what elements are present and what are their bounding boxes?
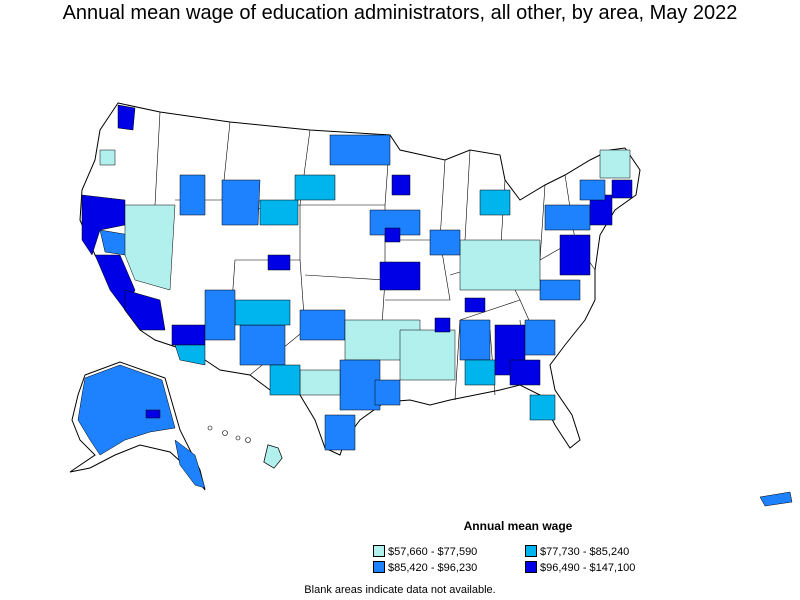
- legend-title: Annual mean wage: [463, 519, 573, 533]
- legend-item-2: $77,730 - $85,240: [525, 545, 629, 558]
- area-washington-seattle: [117, 104, 136, 131]
- area-texas-west: [299, 369, 341, 396]
- footnote: Blank areas indicate data not available.: [304, 584, 496, 596]
- area-north-dakota: [294, 174, 336, 201]
- area-puerto-rico: [759, 491, 793, 507]
- area-florida: [529, 394, 556, 421]
- area-alaska-southeast: [174, 439, 206, 489]
- area-new-mexico: [239, 324, 286, 366]
- legend-swatch-3: [373, 561, 385, 573]
- area-alaska-anchorage: [145, 409, 161, 419]
- area-iowa: [369, 209, 421, 236]
- area-oklahoma: [299, 309, 346, 341]
- map-title: Annual mean wage of education administra…: [62, 2, 738, 24]
- area-illinois: [429, 229, 461, 256]
- area-hawaii: [263, 444, 283, 469]
- area-boston: [611, 179, 633, 199]
- area-montana: [329, 134, 391, 166]
- area-mississippi: [459, 319, 491, 361]
- legend-swatch-2: [525, 545, 537, 557]
- legend-swatch-4: [525, 561, 537, 573]
- area-south-carolina: [524, 319, 556, 356]
- area-alaska: [77, 364, 176, 456]
- area-arizona-north: [204, 289, 236, 341]
- area-louisiana: [399, 329, 456, 381]
- area-california-south: [124, 289, 166, 331]
- legend-item-1: $57,660 - $77,590: [373, 545, 477, 558]
- legend-swatch-1: [373, 545, 385, 557]
- area-ohio-valley: [459, 239, 541, 291]
- wage-areas: [77, 104, 793, 507]
- area-minnesota: [391, 174, 411, 196]
- area-oregon: [99, 149, 116, 166]
- area-new-england-north: [599, 149, 631, 179]
- area-texas-houston: [374, 379, 401, 406]
- area-colorado: [259, 199, 299, 226]
- area-michigan: [479, 189, 511, 216]
- area-arizona-south: [174, 344, 206, 366]
- area-memphis: [434, 317, 451, 333]
- area-colorado-denver: [267, 254, 291, 271]
- legend-item-3: $85,420 - $96,230: [373, 561, 477, 574]
- area-virginia: [559, 234, 591, 276]
- area-kansas-city: [379, 261, 421, 291]
- area-texas-central: [339, 359, 381, 411]
- area-north-carolina: [539, 279, 581, 301]
- legend-item-4: $96,490 - $147,100: [525, 561, 635, 574]
- area-wyoming: [221, 179, 261, 226]
- area-upstate-ny: [579, 179, 606, 201]
- area-texas-south: [324, 414, 356, 451]
- area-idaho: [179, 174, 206, 216]
- area-alabama: [464, 359, 496, 386]
- area-nevada: [124, 204, 176, 291]
- area-nebraska: [384, 227, 401, 243]
- area-pennsylvania: [544, 204, 591, 231]
- area-georgia-south: [509, 359, 541, 386]
- area-tennessee: [464, 297, 486, 313]
- area-texas-west-2: [269, 364, 301, 396]
- area-arizona-phoenix: [171, 324, 206, 346]
- hawaii-islets: [207, 425, 251, 443]
- area-new-mexico-north: [234, 299, 291, 326]
